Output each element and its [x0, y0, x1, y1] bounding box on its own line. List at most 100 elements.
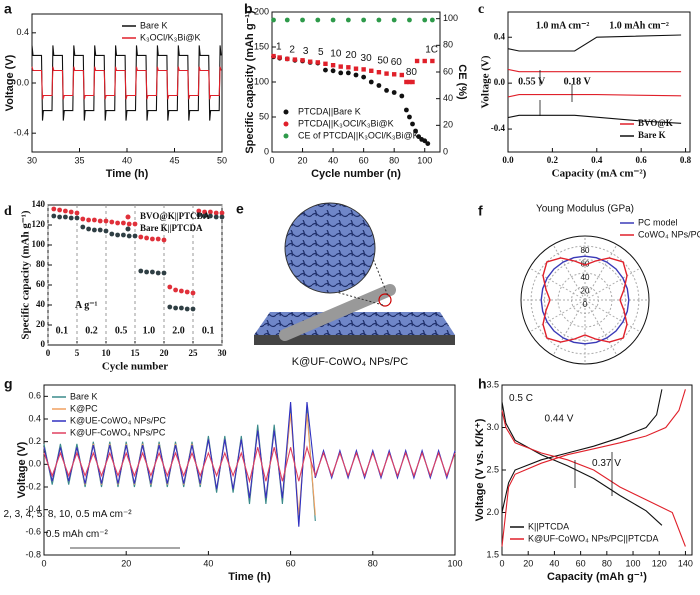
x-tick-label: 0.4 [591, 155, 603, 165]
point [97, 218, 103, 224]
x-tick-label: 60 [286, 558, 296, 568]
point [338, 70, 344, 76]
x-tick-label: 20 [121, 558, 131, 568]
y-tick-label: 0.0 [16, 77, 29, 87]
x-tick-label: 20 [523, 558, 533, 568]
point [345, 17, 351, 23]
x-axis-label: Time (h) [228, 571, 271, 583]
x-tick-label: 60 [576, 558, 586, 568]
point [179, 288, 184, 294]
spoke [584, 267, 641, 301]
x-tick-label: 0.8 [680, 155, 692, 165]
point [132, 233, 138, 239]
y-tick-label: 0.0 [28, 459, 41, 469]
illustration-label: K@UF-CoWO₄ NPs/PC [292, 356, 409, 368]
point [138, 268, 144, 274]
point [109, 231, 115, 237]
annotation: 0.44 V [545, 414, 574, 425]
y-tick-label: 3.0 [486, 422, 499, 432]
y-tick-label: 20 [36, 319, 46, 329]
y2-tick-label: 40 [443, 93, 453, 103]
point [416, 134, 422, 140]
panel-label: f [478, 203, 483, 219]
point [271, 17, 276, 23]
panel-label: e [236, 201, 244, 217]
point [202, 213, 208, 219]
point [353, 72, 359, 78]
legend-label: Bare K||PTCDA [140, 223, 203, 233]
legend-label: K||PTCDA [528, 521, 569, 531]
legend-label: K@UF-CoWO₄ NPs/PC [70, 427, 166, 437]
legend-label: PC model [638, 217, 678, 227]
x-tick-label: 100 [417, 155, 432, 165]
legend-label: CE of PTCDA||K₃OCl/K₃Bi@K [298, 130, 419, 140]
point [74, 210, 80, 216]
annotation: 0.5 [115, 325, 128, 336]
spoke [552, 299, 586, 356]
point [376, 70, 382, 75]
point [155, 270, 161, 276]
point [138, 234, 144, 240]
point [190, 306, 196, 312]
annotation: 50 [377, 56, 389, 67]
panel-label: g [4, 376, 13, 392]
y-tick-label: -0.6 [25, 527, 41, 537]
y-tick-label: 120 [32, 219, 46, 229]
legend-label: Bare K [70, 391, 98, 401]
y2-tick-label: 80 [443, 40, 453, 50]
x-tick-label: 0.0 [502, 155, 514, 165]
y2-axis-label: CE (%) [456, 64, 468, 100]
point [285, 56, 290, 62]
point [161, 237, 167, 243]
x-tick-label: 40 [203, 558, 213, 568]
point [361, 67, 366, 72]
point [422, 17, 428, 23]
spoke [584, 244, 618, 301]
point [51, 206, 57, 212]
point [196, 212, 202, 218]
panel-label: c [478, 2, 484, 17]
plot-frame [43, 384, 456, 556]
x-tick-label: 0.6 [636, 155, 648, 165]
point [103, 218, 109, 224]
annotation: 5 [318, 47, 324, 58]
y-tick-label: 40 [36, 299, 46, 309]
point [346, 65, 351, 70]
legend-label: K@UE-CoWO₄ NPs/PC [70, 415, 166, 425]
annotation: 1.0 [143, 325, 156, 336]
y-tick-label: -0.2 [25, 481, 41, 491]
x-tick-label: 30 [218, 348, 228, 358]
spoke [529, 299, 586, 333]
point [376, 83, 382, 88]
y-tick-label: 0.2 [28, 436, 41, 446]
annotation: 60 [391, 57, 403, 68]
y2-tick-label: 0 [443, 146, 448, 156]
y-tick-label: 200 [254, 6, 269, 16]
point [202, 209, 208, 215]
annotation: 2.0 [172, 325, 185, 336]
panel: g 0 20 40 60 80 100 -0.8 -0.6 -0.4 -0.2 0.0 0.2 0.4 0.… [0, 376, 463, 583]
point [115, 220, 120, 226]
legend-label: K@PC [70, 403, 98, 413]
annotation: 80 [406, 67, 418, 78]
y-axis-label: Specific capacity (mAh g⁻¹) [20, 210, 32, 340]
point [97, 227, 103, 233]
y-tick-label: 80 [36, 259, 46, 269]
point [353, 66, 359, 71]
annotation: 0.5 C [509, 393, 533, 404]
y-tick-label: -0.4 [491, 123, 506, 133]
point [338, 64, 343, 69]
x-tick-label: 100 [447, 558, 462, 568]
legend-label: PTCDA||Bare K [298, 106, 361, 116]
point [167, 284, 173, 290]
legend-label: K₃OCl/K₃Bi@K [140, 32, 200, 42]
panel: h 0 20 40 60 80 100 120 140 1.5 2.0 2.5 3.0 3.5 Capaci… [474, 376, 693, 583]
point [407, 79, 412, 85]
y-axis-label: Specific capacity (mAh g⁻¹) [244, 10, 256, 154]
point [369, 68, 374, 73]
point [126, 221, 132, 227]
point [404, 79, 409, 85]
annotation: 0.5, 1, 2, 3, 4, 5, 8, 10, 0.5 mA cm⁻² [0, 509, 132, 520]
point [63, 214, 68, 220]
